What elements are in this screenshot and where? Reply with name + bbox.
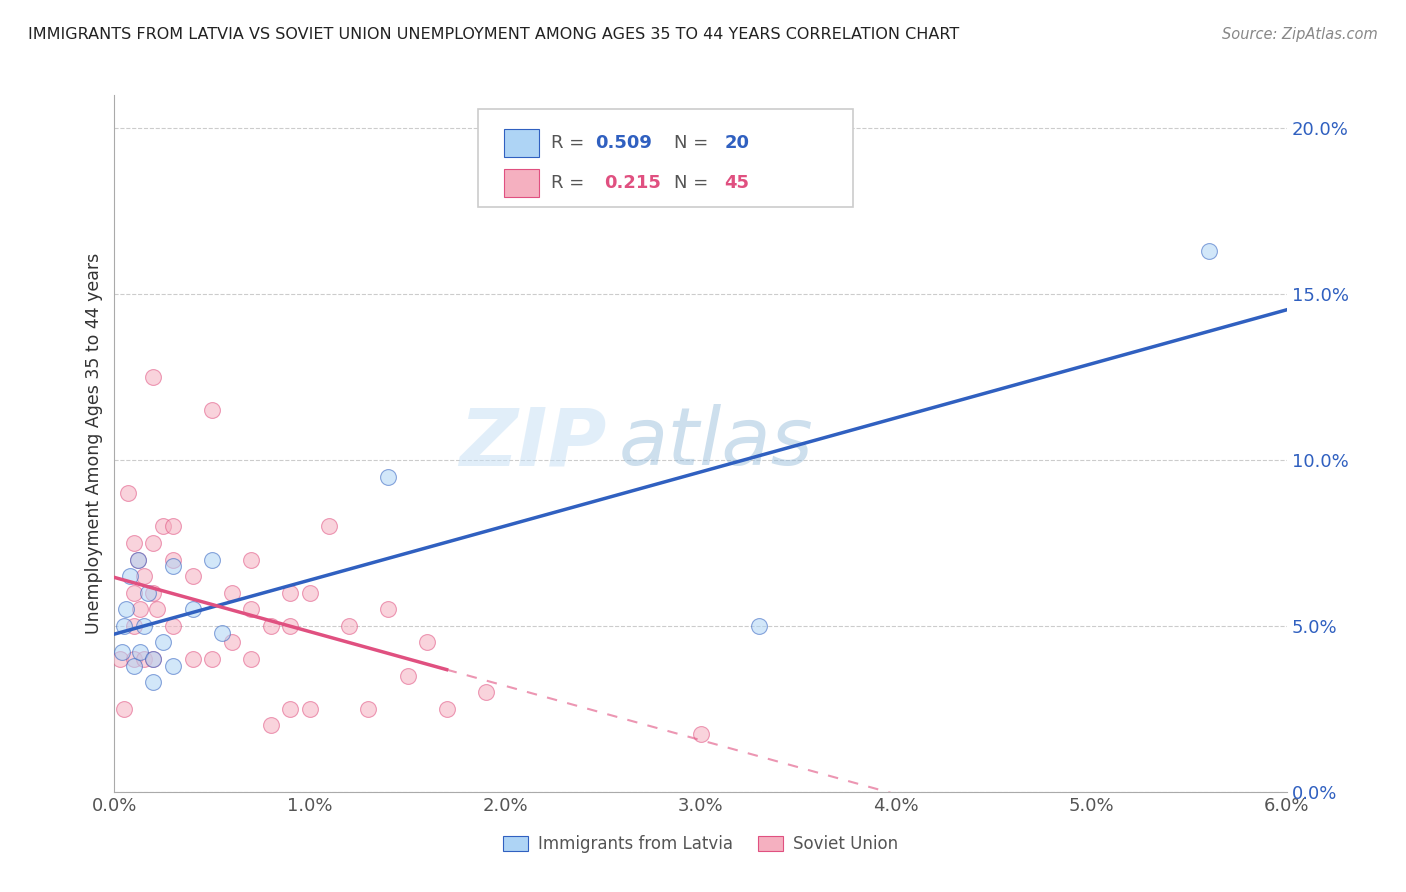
Legend: Immigrants from Latvia, Soviet Union: Immigrants from Latvia, Soviet Union (496, 829, 905, 860)
Point (132, 569, 155, 583)
Point (122, 585, 145, 599)
Point (201, 552, 224, 566)
Point (416, 635, 439, 649)
Point (1198, 244, 1220, 259)
Point (122, 536, 145, 550)
Point (396, 668, 419, 682)
Text: R =: R = (551, 134, 589, 152)
Point (260, 619, 283, 633)
Point (115, 602, 138, 616)
Point (318, 519, 340, 533)
Point (162, 559, 184, 574)
Point (201, 652, 224, 666)
Point (128, 645, 150, 659)
Y-axis label: Unemployment Among Ages 35 to 44 years: Unemployment Among Ages 35 to 44 years (86, 252, 103, 634)
Point (132, 619, 155, 633)
Point (278, 702, 301, 716)
Text: 0.215: 0.215 (605, 174, 661, 192)
Point (146, 602, 169, 616)
Point (221, 585, 243, 599)
Text: Source: ZipAtlas.com: Source: ZipAtlas.com (1222, 27, 1378, 42)
Point (337, 619, 360, 633)
Text: atlas: atlas (619, 404, 813, 483)
Point (689, 726, 711, 740)
Point (162, 552, 184, 566)
Text: N =: N = (673, 134, 714, 152)
Point (162, 619, 184, 633)
Point (181, 652, 204, 666)
Point (142, 652, 165, 666)
Point (278, 619, 301, 633)
Bar (503, 169, 538, 197)
Text: 20: 20 (724, 134, 749, 152)
Point (240, 652, 263, 666)
Point (436, 702, 458, 716)
Point (122, 619, 145, 633)
Point (127, 552, 149, 566)
Point (181, 602, 204, 616)
Point (142, 370, 165, 384)
Point (142, 585, 165, 599)
Point (162, 519, 184, 533)
Point (118, 569, 141, 583)
Point (240, 602, 263, 616)
Point (377, 469, 399, 483)
Bar (503, 129, 538, 157)
Point (112, 702, 135, 716)
Point (357, 702, 380, 716)
Point (152, 519, 174, 533)
Point (377, 602, 399, 616)
Point (298, 702, 321, 716)
Point (474, 685, 496, 699)
Point (211, 625, 233, 640)
Text: N =: N = (673, 174, 714, 192)
Point (117, 486, 139, 500)
Point (142, 536, 165, 550)
Point (278, 585, 301, 599)
Point (152, 635, 174, 649)
Point (260, 718, 283, 732)
Point (142, 675, 165, 690)
Point (122, 658, 145, 673)
Point (132, 652, 155, 666)
Text: R =: R = (551, 174, 595, 192)
Point (112, 619, 135, 633)
Point (111, 645, 134, 659)
Point (298, 585, 321, 599)
Point (221, 635, 243, 649)
Point (201, 403, 224, 417)
Point (181, 569, 204, 583)
Text: 45: 45 (724, 174, 749, 192)
Point (136, 585, 159, 599)
Point (122, 652, 145, 666)
Point (128, 602, 150, 616)
Point (240, 552, 263, 566)
FancyBboxPatch shape (478, 109, 853, 207)
Point (110, 652, 132, 666)
Point (127, 552, 149, 566)
Point (142, 652, 165, 666)
Text: 0.509: 0.509 (595, 134, 652, 152)
Point (162, 658, 184, 673)
Text: IMMIGRANTS FROM LATVIA VS SOVIET UNION UNEMPLOYMENT AMONG AGES 35 TO 44 YEARS CO: IMMIGRANTS FROM LATVIA VS SOVIET UNION U… (28, 27, 959, 42)
Point (748, 619, 770, 633)
Text: ZIP: ZIP (460, 404, 607, 483)
